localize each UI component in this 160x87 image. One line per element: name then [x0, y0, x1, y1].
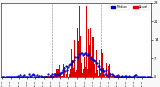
Bar	[76, 70, 77, 77]
Bar	[52, 76, 53, 77]
Bar	[83, 69, 84, 77]
Bar	[97, 70, 98, 77]
Bar	[85, 67, 86, 77]
Bar	[77, 28, 78, 77]
Bar	[110, 74, 111, 77]
Bar	[82, 73, 83, 77]
Bar	[111, 76, 112, 77]
Bar	[80, 36, 81, 77]
Bar	[75, 72, 76, 77]
Bar	[53, 76, 54, 77]
Legend: Median, Actual: Median, Actual	[110, 4, 149, 10]
Bar	[57, 70, 59, 77]
Bar	[54, 76, 55, 77]
Bar	[99, 60, 100, 77]
Bar	[61, 76, 62, 77]
Bar	[101, 49, 102, 77]
Bar	[42, 76, 43, 77]
Bar	[102, 53, 103, 77]
Bar	[125, 76, 126, 77]
Bar	[115, 76, 116, 77]
Bar	[63, 64, 64, 77]
Bar	[119, 76, 120, 77]
Bar	[84, 58, 85, 77]
Bar	[78, 41, 79, 77]
Bar	[116, 76, 117, 77]
Bar	[95, 73, 96, 77]
Bar	[51, 75, 52, 77]
Bar	[93, 64, 95, 77]
Bar	[60, 74, 61, 77]
Bar	[41, 76, 42, 77]
Bar	[47, 76, 48, 77]
Bar	[66, 74, 67, 77]
Bar	[62, 76, 63, 77]
Bar	[96, 50, 97, 77]
Bar	[122, 76, 123, 77]
Bar	[74, 40, 75, 77]
Bar	[108, 66, 109, 77]
Bar	[98, 76, 99, 77]
Bar	[44, 76, 45, 77]
Bar	[114, 76, 115, 77]
Bar	[59, 65, 60, 77]
Bar	[46, 76, 47, 77]
Bar	[67, 66, 68, 77]
Bar	[70, 69, 71, 77]
Bar	[45, 76, 46, 77]
Bar	[89, 45, 90, 77]
Bar	[81, 63, 82, 77]
Bar	[50, 75, 51, 77]
Bar	[118, 76, 119, 77]
Bar	[71, 49, 72, 77]
Bar	[109, 64, 110, 77]
Bar	[117, 75, 118, 77]
Bar	[56, 69, 57, 77]
Bar	[100, 73, 101, 77]
Bar	[106, 63, 107, 77]
Bar	[48, 76, 49, 77]
Bar	[79, 5, 80, 77]
Bar	[112, 76, 113, 77]
Bar	[87, 69, 88, 77]
Bar	[90, 28, 92, 77]
Bar	[88, 29, 89, 77]
Bar	[64, 67, 65, 77]
Bar	[92, 37, 93, 77]
Bar	[86, 5, 87, 77]
Bar	[72, 60, 73, 77]
Bar	[73, 68, 74, 77]
Bar	[103, 68, 104, 77]
Bar	[104, 75, 105, 77]
Bar	[55, 73, 56, 77]
Bar	[69, 74, 70, 77]
Bar	[107, 75, 108, 77]
Bar	[121, 76, 122, 77]
Bar	[113, 75, 114, 77]
